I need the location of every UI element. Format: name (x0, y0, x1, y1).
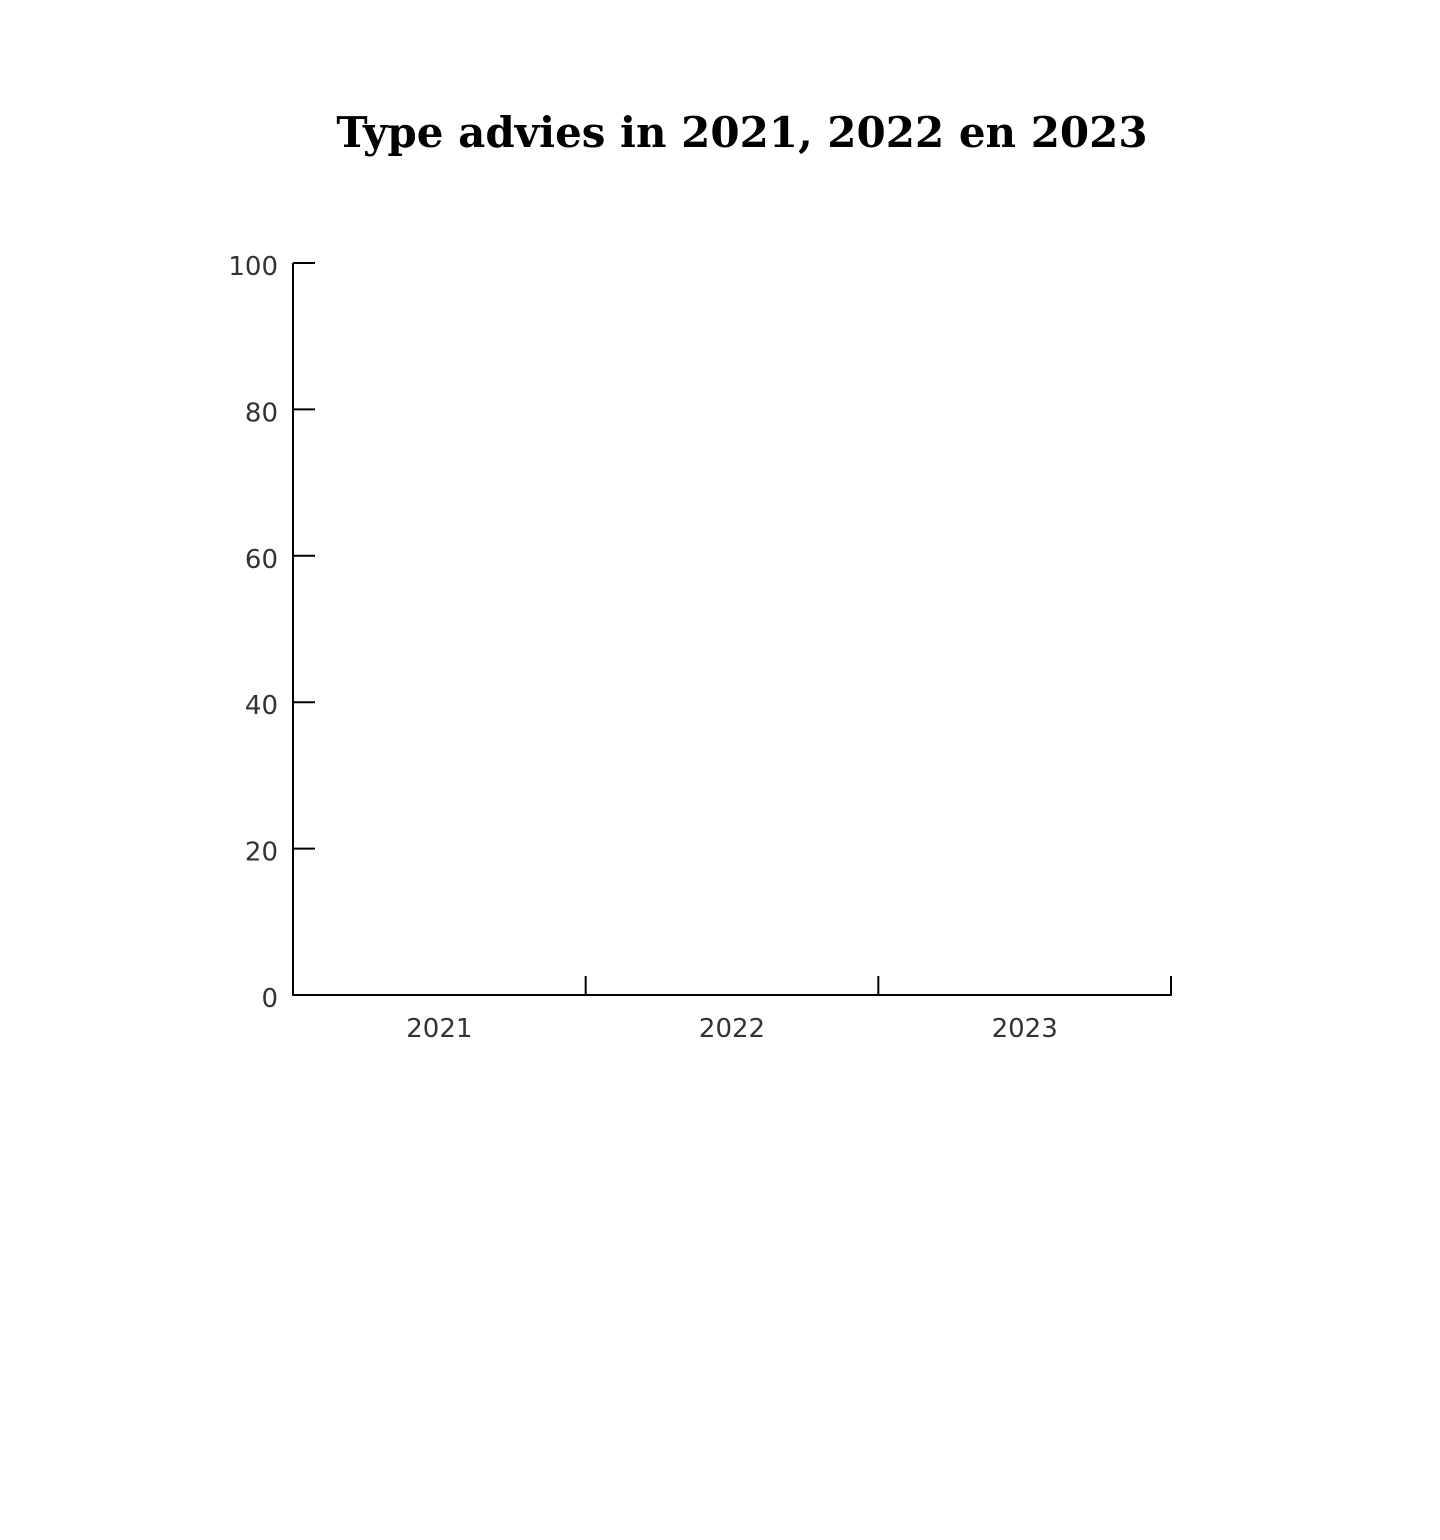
y-tick-label: 0 (261, 984, 278, 1014)
y-tick-label: 20 (245, 838, 278, 868)
x-tick-label: 2021 (406, 1014, 472, 1044)
x-tick-label: 2023 (992, 1014, 1058, 1044)
y-tick-label: 40 (245, 691, 278, 721)
chart-title: Type advies in 2021, 2022 en 2023 (336, 108, 1148, 157)
x-tick-label: 2022 (699, 1014, 765, 1044)
y-tick-label: 80 (245, 398, 278, 428)
y-tick-label: 60 (245, 545, 278, 575)
y-tick-label: 100 (228, 252, 278, 282)
